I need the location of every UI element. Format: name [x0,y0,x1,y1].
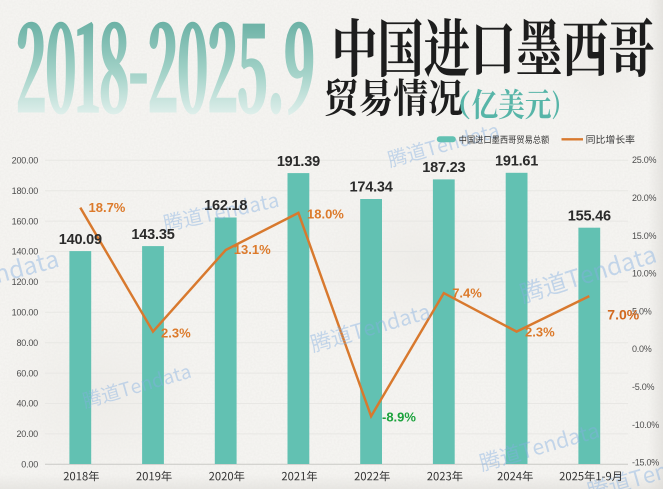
svg-text:200.00: 200.00 [12,156,39,166]
svg-text:187.23: 187.23 [422,160,465,176]
svg-text:140.09: 140.09 [59,232,102,248]
svg-text:13.1%: 13.1% [234,242,271,257]
svg-text:143.35: 143.35 [131,227,174,243]
svg-text:100.00: 100.00 [12,308,39,318]
svg-text:155.46: 155.46 [568,208,611,224]
svg-text:10.0%: 10.0% [632,269,657,279]
svg-text:0.0%: 0.0% [632,344,652,354]
svg-text:15.0%: 15.0% [632,231,657,241]
svg-text:-15.0%: -15.0% [632,458,659,468]
svg-text:120.00: 120.00 [12,277,39,287]
svg-text:174.34: 174.34 [350,180,393,196]
svg-text:191.39: 191.39 [277,154,320,170]
svg-text:180.00: 180.00 [12,186,39,196]
svg-text:160.00: 160.00 [12,216,39,226]
svg-text:191.61: 191.61 [495,154,538,170]
svg-text:20.00: 20.00 [16,429,38,439]
svg-text:40.00: 40.00 [16,399,38,409]
svg-text:2.3%: 2.3% [161,326,191,341]
svg-text:18.7%: 18.7% [89,200,126,215]
svg-text:7.0%: 7.0% [607,307,639,323]
svg-text:80.00: 80.00 [16,338,38,348]
svg-text:20.0%: 20.0% [632,193,657,203]
svg-text:2.3%: 2.3% [525,325,555,340]
svg-text:-5.0%: -5.0% [632,382,655,392]
svg-text:5.0%: 5.0% [632,306,652,316]
svg-text:25.0%: 25.0% [632,155,657,165]
svg-text:0.00: 0.00 [21,460,38,470]
svg-text:7.4%: 7.4% [452,286,482,301]
svg-text:18.0%: 18.0% [307,207,344,222]
svg-text:162.18: 162.18 [204,198,247,214]
svg-text:-10.0%: -10.0% [632,420,659,430]
svg-text:-8.9%: -8.9% [382,410,416,425]
svg-text:60.00: 60.00 [16,368,38,378]
svg-text:140.00: 140.00 [12,247,39,257]
